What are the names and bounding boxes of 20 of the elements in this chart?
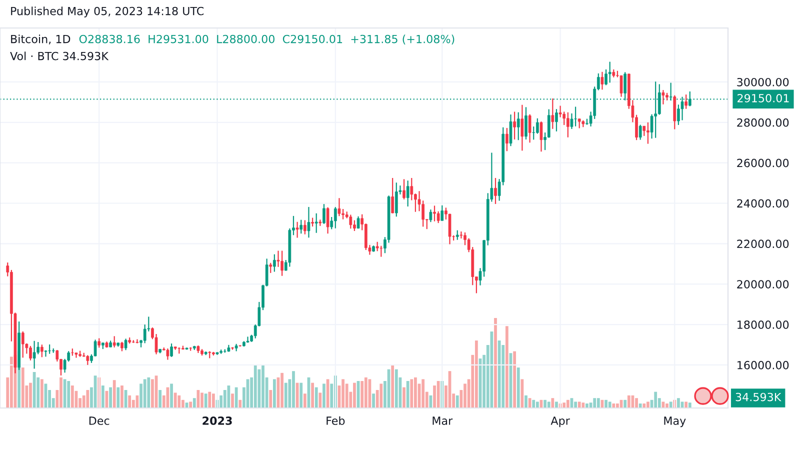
y-tick-label: 22000.00	[737, 240, 789, 248]
y-tick-label: 18000.00	[738, 320, 789, 329]
ref-line-label: 29150.01	[738, 94, 789, 102]
annotation: O28838.16 H29531.00 L28800.00 C29150.01 +311.85 (+1.08%)	[79, 34, 454, 45]
text: Vol · BTC 34.593K	[10, 52, 109, 60]
text: Bitcoin, 1D	[11, 34, 70, 44]
y-tick-label: 28000.00	[737, 118, 789, 127]
x-tick-label: Apr	[550, 416, 570, 428]
text: Published May 05, 2023 14:18 UTC	[11, 6, 204, 18]
x-tick-label: Feb	[326, 416, 345, 425]
x-tick-label: May	[664, 416, 686, 428]
y-tick-label: 24000.00	[737, 199, 789, 208]
x-tick-label: 2023	[202, 416, 232, 425]
y-tick-label: 26000.00	[737, 158, 789, 168]
x-tick-label: Mar	[432, 416, 453, 425]
y-tick-label: 16000.00	[738, 360, 789, 370]
text: 34.593K	[736, 392, 782, 402]
x-tick-label: Dec	[89, 416, 110, 425]
y-tick-label: 20000.00	[737, 280, 789, 288]
y-tick-label: 30000.00	[737, 78, 789, 86]
